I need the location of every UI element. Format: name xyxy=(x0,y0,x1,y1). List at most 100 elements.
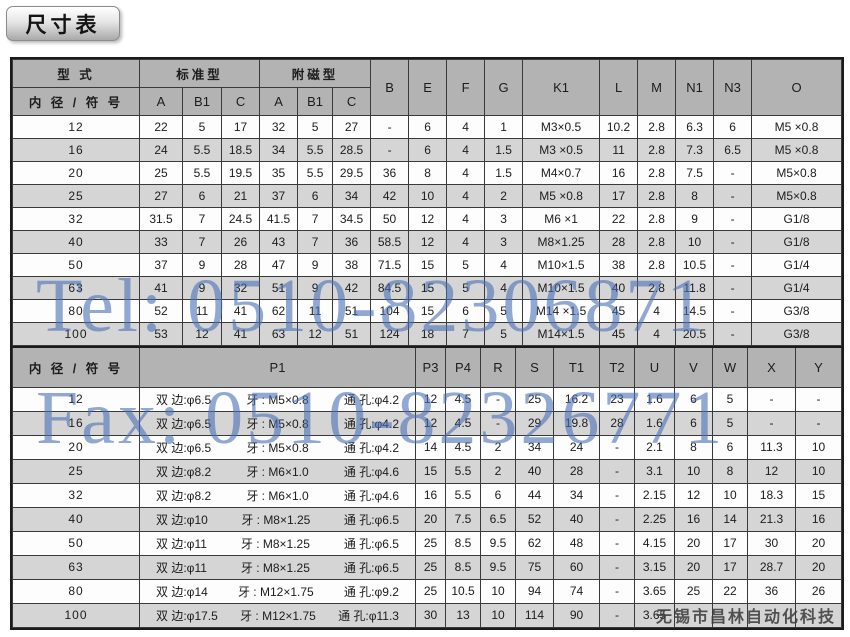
cell: 4 xyxy=(446,161,486,185)
cell: 16 xyxy=(12,410,140,436)
cell: 51 xyxy=(332,299,372,323)
cell: 8.5 xyxy=(445,530,481,556)
cell: 5.5 xyxy=(297,161,334,185)
table-row: 12 双 边:φ6.5 牙 : M5×0.8 通 孔:φ4.2 12 4.5-25 16.2… xyxy=(12,386,842,412)
cell: 71.5 xyxy=(370,253,410,277)
cell: 40 xyxy=(599,276,639,300)
cell: 2.8 xyxy=(637,161,677,185)
p1-segment: 通 孔:φ4.6 xyxy=(343,488,399,503)
cell: 7.5 xyxy=(445,506,481,532)
p1-segment: 通 孔:φ4.2 xyxy=(343,392,399,407)
cell: M10×1.5 xyxy=(522,253,601,277)
cell: 33 xyxy=(139,230,183,254)
cell: 9 xyxy=(182,253,222,277)
cell: - xyxy=(713,161,753,185)
col-header-S: S xyxy=(515,346,554,388)
p1-segment: 双 边:φ6.5 xyxy=(156,440,212,455)
cell: 7.5 xyxy=(675,161,715,185)
cell: 7 xyxy=(297,207,334,231)
cell: 1.6 xyxy=(634,410,675,436)
cell: 34 xyxy=(515,434,554,460)
dimension-tables: 型 式 标准型 附磁型 B E F G K1 L M N1 N3 O 内 径 /… xyxy=(10,57,844,630)
col-header-F: F xyxy=(446,59,486,116)
cell: G1/8 xyxy=(751,230,842,254)
table-row: 16 双 边:φ6.5 牙 : M5×0.8 通 孔:φ4.2 12 4.5-29 19.8… xyxy=(12,410,842,436)
col-header-P4: P4 xyxy=(445,346,481,388)
p1-cell: 双 边:φ11 牙 : M8×1.25 通 孔:φ6.5 xyxy=(139,554,416,580)
cell: 23 xyxy=(599,386,635,412)
cell: G1/4 xyxy=(751,276,842,300)
p1-cell: 双 边:φ11 牙 : M8×1.25 通 孔:φ6.5 xyxy=(139,530,416,556)
cell: M5×0.8 xyxy=(751,161,842,185)
cell: - xyxy=(599,458,635,484)
cell: 1 xyxy=(484,115,524,139)
cell: 5.5 xyxy=(445,458,481,484)
cell: 5 xyxy=(446,253,486,277)
cell: 16 xyxy=(415,482,446,508)
col-header-B1b: B1 xyxy=(297,87,334,116)
cell: 4 xyxy=(637,299,677,323)
p1-segment: 通 孔:φ9.2 xyxy=(343,584,399,599)
col-header-type: 型 式 xyxy=(12,59,140,88)
cell: - xyxy=(747,410,796,436)
cell: 22 xyxy=(599,207,639,231)
cell: M14×1.5 xyxy=(522,322,601,346)
cell: 20.5 xyxy=(675,322,715,346)
cell: - xyxy=(747,386,796,412)
cell: 22 xyxy=(139,115,183,139)
p1-segment: 牙 : M8×1.25 xyxy=(240,560,310,575)
cell: 43 xyxy=(259,230,299,254)
cell: - xyxy=(713,299,753,323)
cell: 32 xyxy=(12,482,140,508)
cell: 38 xyxy=(599,253,639,277)
cell: 25 xyxy=(415,578,446,604)
table-row: 40 33 7 26 43 7 36 58.5 12 4 3 M8×1.25 28 2.8 10- G1/8 xyxy=(12,230,842,254)
p1-segment: 双 边:φ6.5 xyxy=(156,392,212,407)
cell: 11 xyxy=(599,138,639,162)
col-header-U: U xyxy=(634,346,675,388)
cell: 19.8 xyxy=(553,410,600,436)
dimension-table-bottom: 内 径 / 符 号 P1 P3 P4 R S T1 T2 U V W X Y 1… xyxy=(12,346,842,628)
cell: 6 xyxy=(408,115,448,139)
p1-segment: 双 边:φ14 xyxy=(156,584,208,599)
p1-segment: 双 边:φ11 xyxy=(156,560,207,575)
cell: 42 xyxy=(332,276,372,300)
cell: 12 xyxy=(408,207,448,231)
col-header-K1: K1 xyxy=(522,59,601,116)
table-row: 32 双 边:φ8.2 牙 : M6×1.0 通 孔:φ4.6 16 5.5 6 44 34-2… xyxy=(12,482,842,508)
cell: 19.5 xyxy=(220,161,261,185)
table-row: 32 31.5 7 24.5 41.5 7 34.5 50 12 4 3 M6 ×1 22 2.8 9- G1… xyxy=(12,207,842,231)
col-header-C2: C xyxy=(332,87,372,116)
p1-segment: 牙 : M5×0.8 xyxy=(246,416,309,431)
cell: 24 xyxy=(139,138,183,162)
cell: 41 xyxy=(220,322,261,346)
page-title: 尺寸表 xyxy=(6,6,120,41)
cell: 2 xyxy=(484,184,524,208)
cell: - xyxy=(599,578,635,604)
cell: 8 xyxy=(408,161,448,185)
cell: 4 xyxy=(484,253,524,277)
table-row: 20 25 5.5 19.5 35 5.5 29.5 36 8 4 1.5 M4×0.7 16 2.8 7.… xyxy=(12,161,842,185)
cell: M3×0.5 xyxy=(522,115,601,139)
cell: 100 xyxy=(12,322,140,346)
cell: 18.3 xyxy=(747,482,796,508)
cell: 62 xyxy=(259,299,299,323)
cell: 1.6 xyxy=(634,386,675,412)
cell xyxy=(712,602,748,628)
cell: 12 xyxy=(408,230,448,254)
p1-segment: 双 边:φ8.2 xyxy=(156,464,212,479)
cell: 25 xyxy=(415,554,446,580)
cell: 2.1 xyxy=(634,434,675,460)
p1-segment: 双 边:φ10 xyxy=(156,512,208,527)
cell: 11.3 xyxy=(747,434,796,460)
cell: 40 xyxy=(553,506,600,532)
cell: M5 ×0.8 xyxy=(751,115,842,139)
p1-cell: 双 边:φ14 牙 : M12×1.75 通 孔:φ9.2 xyxy=(139,578,416,604)
cell: 7.3 xyxy=(675,138,715,162)
cell: 100 xyxy=(12,602,140,628)
cell: 10 xyxy=(795,458,842,484)
cell: M8×1.25 xyxy=(522,230,601,254)
col-header-N1: N1 xyxy=(675,59,715,116)
table-row: 63 41 9 32 51 9 42 84.5 15 5 4 M10×1.5 40 2.8 11.8- G1/… xyxy=(12,276,842,300)
cell: M4×0.7 xyxy=(522,161,601,185)
